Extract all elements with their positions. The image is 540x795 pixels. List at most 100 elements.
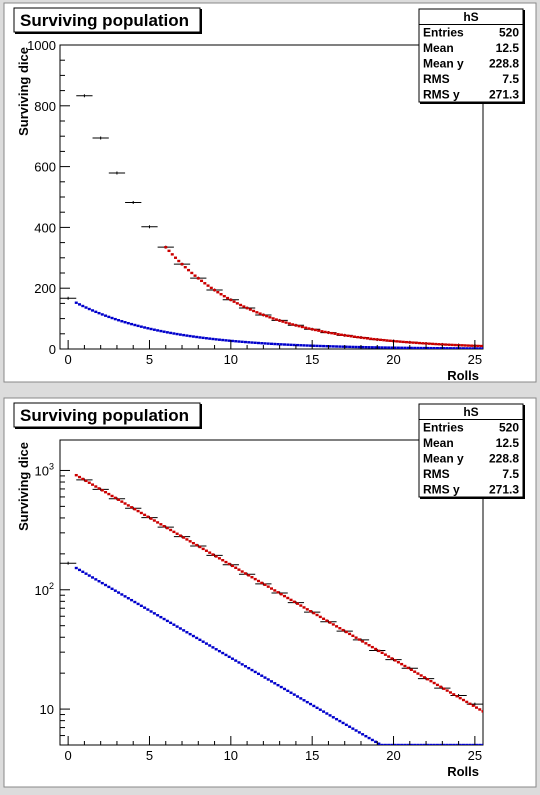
curve-point bbox=[222, 294, 226, 298]
curve-point bbox=[372, 337, 376, 341]
x-axis-title: Rolls bbox=[447, 764, 479, 779]
curve-point bbox=[221, 338, 225, 342]
curve-point bbox=[325, 712, 329, 715]
curve-point bbox=[292, 693, 296, 696]
curve-point bbox=[191, 542, 195, 545]
curve-point bbox=[110, 587, 114, 590]
curve-point bbox=[253, 670, 257, 674]
curve-point bbox=[427, 342, 431, 345]
curve-point bbox=[255, 311, 259, 314]
curve-point bbox=[242, 305, 246, 308]
curve-point bbox=[442, 347, 446, 349]
curve-point bbox=[91, 576, 95, 579]
curve-point bbox=[374, 647, 378, 651]
curve-point bbox=[146, 608, 150, 611]
curve-point bbox=[426, 678, 430, 681]
curve-point bbox=[309, 610, 313, 613]
curve-point bbox=[208, 551, 212, 554]
curve-point bbox=[300, 325, 304, 329]
curve-point bbox=[367, 644, 371, 647]
curve-point bbox=[276, 342, 280, 346]
curve-point bbox=[414, 341, 418, 345]
curve-point bbox=[253, 577, 257, 581]
title-box-shadow bbox=[15, 32, 201, 34]
curve-point bbox=[432, 346, 436, 349]
curve-point bbox=[203, 282, 207, 285]
curve-point bbox=[123, 502, 127, 505]
curve-point bbox=[461, 698, 465, 702]
curve-point bbox=[139, 604, 143, 608]
y-axis-title: Surviving dice bbox=[16, 47, 31, 136]
curve-point bbox=[256, 341, 260, 345]
curve-point bbox=[479, 344, 483, 348]
curve-point bbox=[440, 343, 444, 346]
curve-point bbox=[361, 345, 365, 349]
curve-point bbox=[318, 615, 322, 619]
curve-point bbox=[74, 473, 78, 477]
curve-point bbox=[149, 610, 153, 613]
curve-point bbox=[270, 680, 273, 683]
curve-point bbox=[206, 284, 210, 287]
curve-point bbox=[221, 651, 225, 655]
curve-point bbox=[224, 339, 228, 342]
curve-point bbox=[478, 743, 482, 745]
curve-point bbox=[149, 517, 153, 520]
stats-value: 7.5 bbox=[502, 467, 519, 481]
curve-point bbox=[335, 717, 339, 721]
curve-point bbox=[418, 341, 422, 345]
curve-point bbox=[250, 576, 254, 579]
curve-point bbox=[458, 743, 462, 745]
curve-point bbox=[256, 579, 260, 583]
curve-point bbox=[217, 557, 221, 560]
curve-point bbox=[302, 344, 306, 347]
curve-point bbox=[429, 346, 433, 349]
curve-point bbox=[286, 596, 290, 600]
curve-point bbox=[403, 346, 407, 349]
curve-point bbox=[323, 330, 327, 334]
curve-point bbox=[227, 562, 231, 566]
curve-point bbox=[468, 743, 472, 745]
curve-point bbox=[396, 743, 400, 745]
curve-point bbox=[387, 743, 391, 745]
curve-point bbox=[211, 337, 215, 341]
curve-point bbox=[380, 743, 384, 745]
curve-point bbox=[100, 581, 104, 585]
curve-point bbox=[439, 743, 443, 745]
curve-point bbox=[367, 346, 371, 349]
curve-point bbox=[191, 634, 195, 638]
curve-point bbox=[398, 340, 402, 343]
curve-point bbox=[299, 604, 303, 607]
curve-point bbox=[175, 332, 179, 336]
curve-point bbox=[172, 623, 176, 626]
curve-point bbox=[143, 326, 147, 329]
y-tick-label: 400 bbox=[34, 220, 56, 235]
curve-point bbox=[341, 345, 345, 348]
curve-point bbox=[165, 619, 169, 623]
curve-point bbox=[408, 341, 412, 344]
curve-point bbox=[276, 591, 280, 594]
curve-point bbox=[87, 481, 91, 484]
curve-point bbox=[296, 602, 300, 605]
curve-point bbox=[409, 346, 413, 349]
curve-point bbox=[383, 653, 387, 656]
stats-label: RMS bbox=[423, 467, 450, 481]
curve-point bbox=[182, 536, 186, 539]
curve-point bbox=[374, 740, 378, 744]
curve-point bbox=[195, 335, 199, 339]
curve-point bbox=[312, 344, 316, 347]
curve-point bbox=[474, 743, 478, 745]
curve-point bbox=[309, 702, 313, 706]
x-tick-label: 25 bbox=[468, 352, 482, 367]
curve-point bbox=[216, 290, 220, 294]
curve-point bbox=[81, 304, 85, 308]
curve-point bbox=[362, 336, 366, 340]
curve-point bbox=[136, 602, 140, 606]
curve-point bbox=[452, 743, 456, 745]
curve-point bbox=[256, 672, 260, 676]
y-tick-label: 600 bbox=[34, 160, 56, 175]
curve-point bbox=[315, 613, 319, 617]
curve-point bbox=[474, 706, 478, 709]
title-box-frame bbox=[13, 402, 201, 428]
